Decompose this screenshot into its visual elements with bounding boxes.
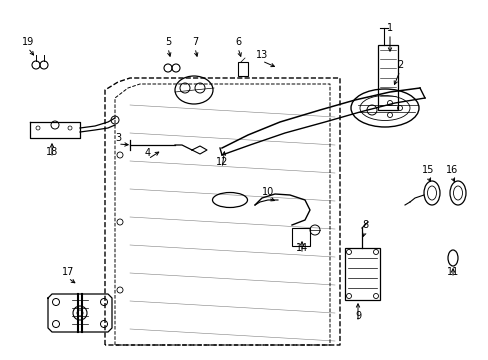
Text: 18: 18 bbox=[46, 147, 58, 157]
Text: 8: 8 bbox=[361, 220, 367, 230]
Text: 12: 12 bbox=[215, 157, 228, 167]
Text: 9: 9 bbox=[354, 311, 360, 321]
Text: 13: 13 bbox=[255, 50, 267, 60]
Text: 1: 1 bbox=[386, 23, 392, 33]
Text: 15: 15 bbox=[421, 165, 433, 175]
Bar bbox=[377, 45, 397, 110]
Text: 19: 19 bbox=[22, 37, 34, 47]
Text: 10: 10 bbox=[262, 187, 274, 197]
Text: 14: 14 bbox=[295, 243, 307, 253]
Text: 17: 17 bbox=[61, 267, 74, 277]
Bar bbox=[291, 228, 309, 246]
Text: 7: 7 bbox=[191, 37, 198, 47]
Text: 4: 4 bbox=[144, 148, 151, 158]
Bar bbox=[238, 62, 247, 76]
Text: 5: 5 bbox=[164, 37, 171, 47]
Bar bbox=[345, 248, 379, 300]
Text: 16: 16 bbox=[445, 165, 457, 175]
Text: 3: 3 bbox=[115, 133, 121, 143]
Text: 6: 6 bbox=[234, 37, 241, 47]
Text: 2: 2 bbox=[396, 60, 402, 70]
Text: 11: 11 bbox=[446, 267, 458, 277]
